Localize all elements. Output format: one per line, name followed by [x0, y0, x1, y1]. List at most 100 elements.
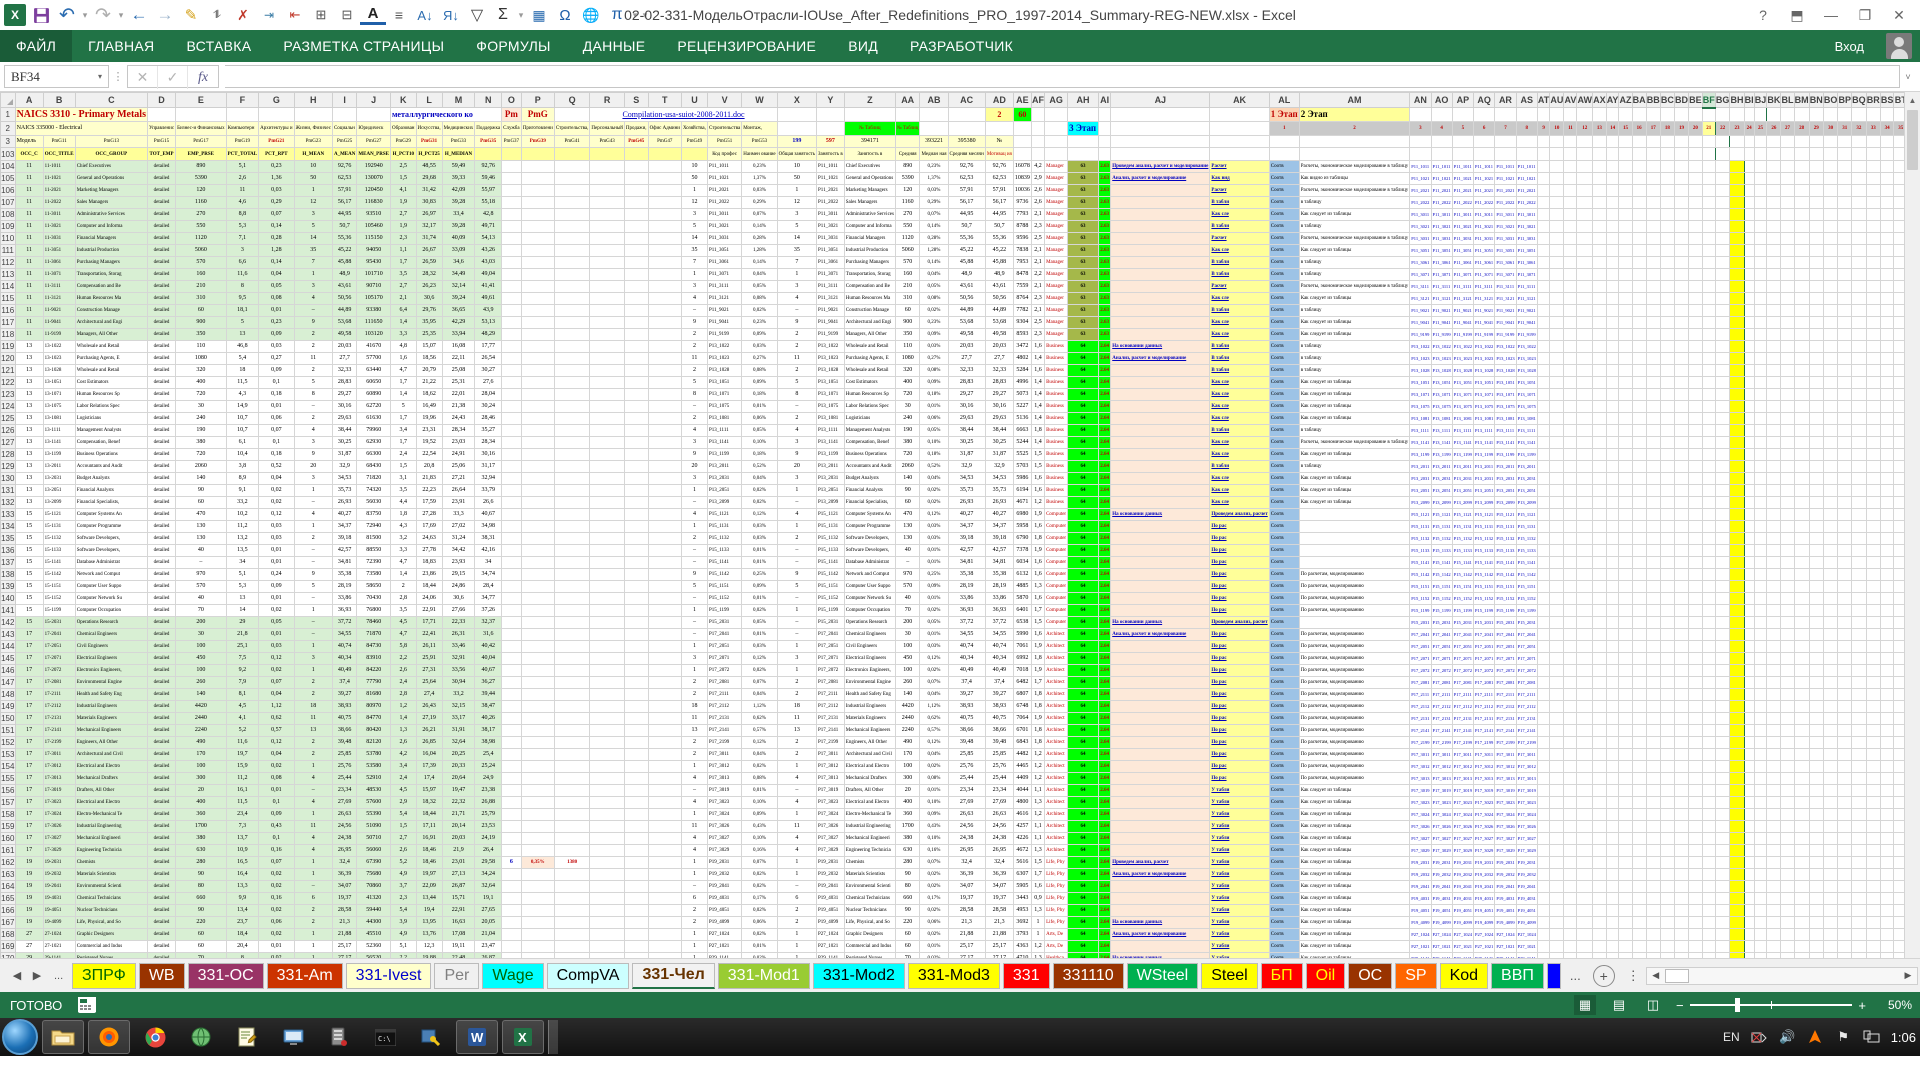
- grid-cell[interactable]: [1822, 676, 1839, 689]
- grid-cell[interactable]: [1631, 484, 1647, 497]
- grid-cell[interactable]: P17_2041: [1515, 628, 1538, 641]
- grid-cell[interactable]: Logisticians: [74, 412, 148, 425]
- grid-cell[interactable]: [1701, 628, 1716, 641]
- grid-cell[interactable]: 19: [14, 892, 44, 905]
- grid-cell[interactable]: [1549, 496, 1565, 509]
- grid-cell[interactable]: [647, 484, 682, 497]
- grid-cell[interactable]: 32,33: [331, 364, 358, 377]
- grid-cell[interactable]: Офис Админи: [647, 121, 682, 136]
- grid-cell[interactable]: [1808, 700, 1824, 713]
- grid-cell[interactable]: Компьютерн: [225, 121, 260, 136]
- grid-cell[interactable]: –: [680, 616, 708, 629]
- grid-cell[interactable]: 1,6: [1030, 472, 1046, 485]
- grid-cell[interactable]: 28,83: [984, 376, 1014, 389]
- grid-cell[interactable]: 40: [894, 544, 921, 557]
- grid-cell[interactable]: [1837, 376, 1853, 389]
- grid-cell[interactable]: 14: [1605, 121, 1620, 136]
- grid-cell[interactable]: 37,4: [984, 676, 1014, 689]
- column-header-Y[interactable]: Y: [816, 92, 845, 108]
- grid-cell[interactable]: detailed: [146, 880, 177, 893]
- grid-cell[interactable]: [1645, 172, 1661, 185]
- grid-cell[interactable]: [919, 121, 949, 136]
- grid-cell[interactable]: [1688, 484, 1703, 497]
- grid-cell[interactable]: 11-3121: [42, 292, 76, 305]
- grid-cell[interactable]: [1851, 292, 1867, 305]
- grid-cell[interactable]: [1659, 712, 1675, 725]
- grid-cell[interactable]: 1: [776, 856, 818, 869]
- grid-cell[interactable]: 34,37: [947, 520, 986, 533]
- grid-cell[interactable]: 0,01: [258, 628, 295, 641]
- grid-cell[interactable]: Business: [1044, 376, 1069, 389]
- grid-cell[interactable]: 1120: [175, 232, 227, 245]
- grid-cell[interactable]: detailed: [146, 592, 177, 605]
- grid-cell[interactable]: 970: [894, 568, 921, 581]
- grid-cell[interactable]: Соотв: [1268, 748, 1300, 761]
- grid-cell[interactable]: [1536, 808, 1551, 821]
- grid-cell[interactable]: [1780, 508, 1795, 521]
- grid-cell[interactable]: Life, Phy: [1044, 880, 1069, 893]
- column-header-BI[interactable]: BI: [1743, 92, 1755, 108]
- grid-cell[interactable]: [1879, 532, 1895, 545]
- grid-cell[interactable]: 2,9: [1030, 172, 1046, 185]
- grid-cell[interactable]: [1837, 580, 1853, 593]
- grid-cell[interactable]: H_PCT10: [389, 147, 417, 161]
- grid-cell[interactable]: [1576, 820, 1594, 833]
- grid-cell[interactable]: [1879, 628, 1895, 641]
- grid-cell[interactable]: [589, 604, 625, 617]
- grid-cell[interactable]: [1549, 808, 1565, 821]
- grid-cell[interactable]: [1701, 772, 1716, 785]
- grid-cell[interactable]: 19-4031: [42, 892, 76, 905]
- grid-cell[interactable]: 11: [776, 352, 818, 365]
- grid-cell[interactable]: [647, 568, 682, 581]
- grid-cell[interactable]: 0,02: [258, 604, 295, 617]
- grid-cell[interactable]: Как сле: [1209, 436, 1270, 449]
- grid-cell[interactable]: 29,68: [415, 172, 443, 185]
- grid-cell[interactable]: 0,52%: [741, 460, 778, 473]
- grid-cell[interactable]: [1714, 364, 1731, 377]
- grid-cell[interactable]: Construction Manage: [74, 304, 148, 317]
- grid-cell[interactable]: [1688, 832, 1703, 845]
- grid-cell[interactable]: P17_3023: [816, 796, 845, 809]
- grid-cell[interactable]: 2,5: [389, 160, 417, 173]
- grid-cell[interactable]: 10839: [1012, 172, 1032, 185]
- grid-cell[interactable]: [1688, 135, 1703, 148]
- grid-cell[interactable]: [1729, 880, 1745, 893]
- grid-cell[interactable]: [1808, 135, 1824, 148]
- grid-cell[interactable]: [1729, 532, 1745, 545]
- column-header-AC[interactable]: AC: [947, 92, 986, 108]
- grid-cell[interactable]: [1780, 616, 1795, 629]
- grid-cell[interactable]: 64: [1067, 340, 1099, 353]
- grid-cell[interactable]: 44,95: [984, 208, 1014, 221]
- grid-cell[interactable]: P17_3012: [706, 760, 743, 773]
- grid-cell[interactable]: 570: [175, 580, 227, 593]
- grid-cell[interactable]: [776, 121, 818, 136]
- grid-cell[interactable]: [1793, 292, 1810, 305]
- grid-cell[interactable]: [1605, 412, 1620, 425]
- grid-cell[interactable]: [1536, 280, 1551, 293]
- grid-cell[interactable]: [1631, 364, 1647, 377]
- grid-cell[interactable]: P15_1199: [1515, 604, 1538, 617]
- grid-cell[interactable]: [1549, 484, 1565, 497]
- grid-cell[interactable]: [1645, 568, 1661, 581]
- grid-cell[interactable]: [1673, 784, 1690, 797]
- grid-cell[interactable]: P15_1151: [1473, 580, 1496, 593]
- grid-cell[interactable]: 42,09: [441, 184, 476, 197]
- grid-cell[interactable]: [1605, 760, 1620, 773]
- grid-cell[interactable]: [1837, 808, 1853, 821]
- grid-cell[interactable]: 17,71: [415, 616, 443, 629]
- grid-cell[interactable]: [1851, 544, 1867, 557]
- grid-cell[interactable]: [1592, 472, 1607, 485]
- grid-cell[interactable]: [589, 748, 625, 761]
- grid-cell[interactable]: 64: [1067, 484, 1099, 497]
- column-header-AJ[interactable]: AJ: [1110, 92, 1211, 108]
- grid-cell[interactable]: [623, 736, 649, 749]
- grid-cell[interactable]: Как следует из таблицы: [1298, 412, 1411, 425]
- grid-cell[interactable]: 100: [894, 760, 921, 773]
- grid-cell[interactable]: [1729, 448, 1745, 461]
- grid-cell[interactable]: 2.64: [1097, 712, 1112, 725]
- grid-cell[interactable]: [647, 808, 682, 821]
- grid-cell[interactable]: 6: [1473, 121, 1496, 136]
- grid-cell[interactable]: 0,04%: [741, 688, 778, 701]
- grid-cell[interactable]: [1645, 784, 1661, 797]
- grid-cell[interactable]: [1659, 232, 1675, 245]
